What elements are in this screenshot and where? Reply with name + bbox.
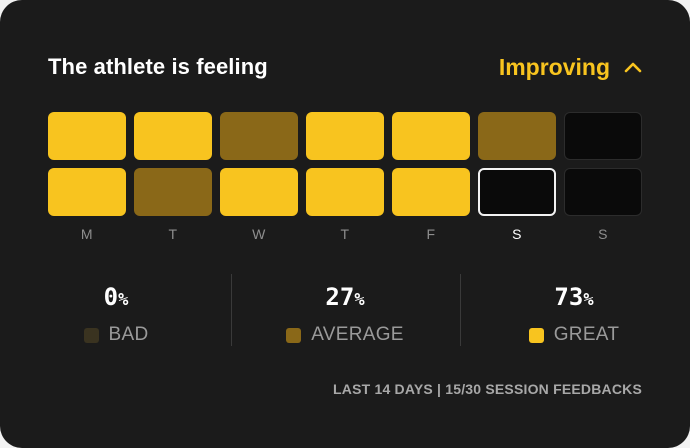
trend-toggle-button[interactable]: Improving [499,54,642,81]
stat-great-label: GREAT [528,324,620,346]
feeling-cell-great[interactable] [48,168,126,216]
stat-average: 27% AVERAGE [265,274,425,348]
day-label: S [598,226,608,242]
day-label: T [168,226,178,242]
trend-label: Improving [498,53,610,80]
day-label: S [512,226,522,242]
card-title: The athlete is feeling [48,54,268,79]
feeling-cell-great[interactable] [220,168,298,216]
day-label: M [80,226,94,242]
bad-swatch [83,327,99,343]
day-label: F [426,226,436,242]
card-header: The athlete is feeling Improving [48,50,642,84]
feeling-cell-empty[interactable] [564,112,642,160]
average-swatch [286,327,302,343]
stat-bad-label: BAD [83,324,149,346]
stat-divider [231,274,232,346]
great-swatch [528,327,544,343]
feeling-cell-average[interactable] [134,168,212,216]
feeling-cell-great[interactable] [392,168,470,216]
stats-row: 0% BAD 27% AVERAGE 73% GREAT [0,274,690,346]
stat-divider [460,274,461,346]
chevron-up-icon [624,62,642,73]
feeling-grid [48,112,642,216]
feeling-cell-great[interactable] [306,112,384,160]
feeling-cell-great[interactable] [134,112,212,160]
stat-great: 73% GREAT [494,274,654,348]
feeling-cell-great[interactable] [392,112,470,160]
day-label: T [340,226,350,242]
stat-bad: 0% BAD [36,274,196,348]
feeling-cell-average[interactable] [220,112,298,160]
stat-great-value: 73% [554,283,594,311]
feeling-cell-today[interactable] [478,168,556,216]
feeling-cell-great[interactable] [306,168,384,216]
day-label: W [252,226,266,242]
stat-average-label: AVERAGE [286,324,404,346]
feeling-cell-great[interactable] [48,112,126,160]
footer-summary: LAST 14 DAYS | 15/30 SESSION FEEDBACKS [333,381,642,397]
stat-average-value: 27% [325,283,365,311]
stat-bad-value: 0% [103,283,129,311]
feeling-cell-empty[interactable] [564,168,642,216]
feeling-cell-average[interactable] [478,112,556,160]
